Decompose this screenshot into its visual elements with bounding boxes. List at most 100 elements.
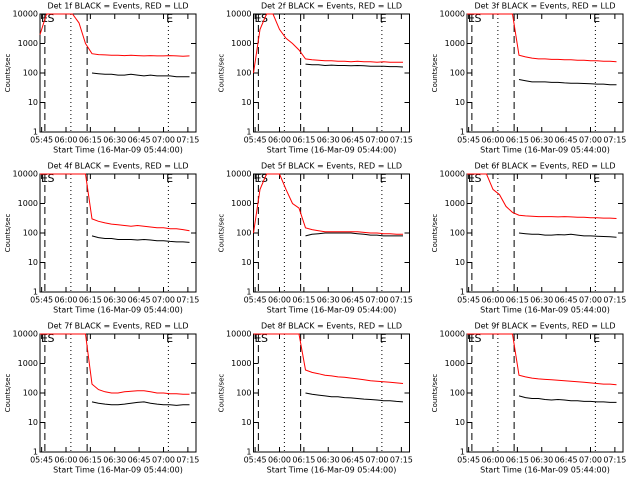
annotation: E — [255, 172, 262, 185]
y-tick-label: 1 — [246, 448, 251, 457]
y-tick-label: 1 — [33, 448, 38, 457]
x-tick-label: 06:15 — [79, 296, 102, 305]
y-tick-label: 1000 — [18, 39, 38, 48]
data-line — [91, 72, 190, 78]
data-line — [40, 333, 190, 395]
y-tick-label: 10 — [455, 258, 465, 267]
annotation: E — [468, 172, 475, 185]
y-tick-label: 1 — [33, 288, 38, 297]
y-axis-label: Counts/sec — [218, 374, 226, 413]
y-axis-label: Counts/sec — [4, 54, 12, 93]
data-line — [467, 173, 617, 219]
annotation: S — [48, 332, 55, 345]
y-tick-label: 100 — [23, 389, 38, 398]
x-tick-label: 06:15 — [292, 296, 315, 305]
panel: Det 3f BLACK = Events, RED = LLD 1 10 100 10… — [431, 2, 626, 155]
panel: Det 5f BLACK = Events, RED = LLD 1 10 100 10… — [218, 162, 413, 315]
x-axis-label: Start Time (16-Mar-09 05:44:00) — [53, 146, 183, 155]
x-tick-label: 06:30 — [530, 456, 553, 465]
annotation: S — [48, 12, 55, 25]
plot-frame — [39, 173, 197, 293]
annotation: E — [166, 172, 173, 185]
data-line — [253, 13, 403, 74]
y-axis-label: Counts/sec — [218, 214, 226, 253]
y-tick-label: 100 — [450, 229, 465, 238]
x-tick-label: 06:00 — [481, 296, 504, 305]
y-axis-label: Counts/sec — [431, 214, 439, 253]
y-tick-label: 1 — [246, 288, 251, 297]
chart-title: Det 7f BLACK = Events, RED = LLD — [47, 322, 188, 331]
data-line — [518, 79, 617, 86]
x-tick-label: 06:45 — [555, 136, 578, 145]
plot-frame — [466, 13, 624, 133]
y-tick-label: 1000 — [18, 359, 38, 368]
x-tick-label: 06:45 — [128, 296, 151, 305]
x-tick-label: 06:45 — [128, 136, 151, 145]
annotation: S — [48, 172, 55, 185]
y-tick-label: 10000 — [440, 10, 465, 19]
x-tick-label: 06:15 — [506, 296, 529, 305]
chart-title: Det 8f BLACK = Events, RED = LLD — [261, 322, 402, 331]
x-tick-label: 07:15 — [176, 136, 199, 145]
y-tick-label: 1000 — [231, 359, 251, 368]
x-tick-label: 06:15 — [79, 136, 102, 145]
data-line — [518, 232, 617, 238]
data-line — [467, 13, 617, 63]
panel: Det 1f BLACK = Events, RED = LLD 1 10 100 10… — [4, 2, 199, 155]
annotation: E — [166, 332, 173, 345]
panel: Det 8f BLACK = Events, RED = LLD 1 10 100 10… — [218, 322, 413, 475]
x-tick-label: 06:00 — [481, 456, 504, 465]
x-tick-label: 07:15 — [390, 456, 413, 465]
y-tick-label: 100 — [236, 389, 251, 398]
y-tick-label: 100 — [236, 229, 251, 238]
x-tick-label: 06:00 — [54, 296, 77, 305]
panel: Det 4f BLACK = Events, RED = LLD 1 10 100 10… — [4, 162, 199, 315]
annotation: S — [475, 12, 482, 25]
x-tick-label: 07:15 — [603, 296, 626, 305]
y-tick-label: 1 — [246, 128, 251, 137]
y-tick-label: 10000 — [226, 10, 251, 19]
annotation: E — [380, 12, 387, 25]
panel: Det 6f BLACK = Events, RED = LLD 1 10 100 10… — [431, 162, 626, 315]
annotation: E — [41, 12, 48, 25]
x-axis-label: Start Time (16-Mar-09 05:44:00) — [267, 466, 397, 475]
y-axis-label: Counts/sec — [431, 374, 439, 413]
x-tick-label: 06:45 — [128, 456, 151, 465]
y-tick-label: 1 — [460, 128, 465, 137]
x-axis-label: Start Time (16-Mar-09 05:44:00) — [480, 466, 610, 475]
data-line — [518, 395, 617, 403]
annotation: E — [593, 12, 600, 25]
data-line — [253, 333, 404, 384]
x-tick-label: 06:45 — [341, 456, 364, 465]
y-tick-label: 100 — [450, 69, 465, 78]
annotation: E — [380, 332, 387, 345]
data-line — [305, 63, 404, 68]
x-axis-label: Start Time (16-Mar-09 05:44:00) — [480, 306, 610, 315]
x-tick-label: 05:45 — [457, 296, 480, 305]
x-tick-label: 07:15 — [176, 296, 199, 305]
panel: Det 7f BLACK = Events, RED = LLD 1 10 100 10… — [4, 322, 199, 475]
x-axis-label: Start Time (16-Mar-09 05:44:00) — [480, 146, 610, 155]
x-axis-label: Start Time (16-Mar-09 05:44:00) — [267, 146, 397, 155]
y-tick-label: 10 — [241, 98, 251, 107]
chart-title: Det 2f BLACK = Events, RED = LLD — [261, 2, 402, 11]
x-tick-label: 06:30 — [317, 456, 340, 465]
plot-frame — [39, 13, 197, 133]
x-tick-label: 05:45 — [30, 136, 53, 145]
y-axis-label: Counts/sec — [4, 374, 12, 413]
x-tick-label: 06:30 — [103, 136, 126, 145]
x-tick-label: 05:45 — [457, 456, 480, 465]
x-tick-label: 06:15 — [292, 456, 315, 465]
x-tick-label: 06:15 — [292, 136, 315, 145]
x-tick-label: 07:00 — [579, 136, 602, 145]
data-line — [305, 232, 403, 237]
y-tick-label: 10 — [28, 418, 38, 427]
y-tick-label: 10 — [455, 98, 465, 107]
annotation: S — [475, 172, 482, 185]
annotation: E — [166, 12, 173, 25]
x-tick-label: 05:45 — [457, 136, 480, 145]
y-tick-label: 1 — [33, 128, 38, 137]
x-axis-label: Start Time (16-Mar-09 05:44:00) — [53, 466, 183, 475]
x-tick-label: 06:45 — [341, 296, 364, 305]
y-tick-label: 100 — [23, 229, 38, 238]
